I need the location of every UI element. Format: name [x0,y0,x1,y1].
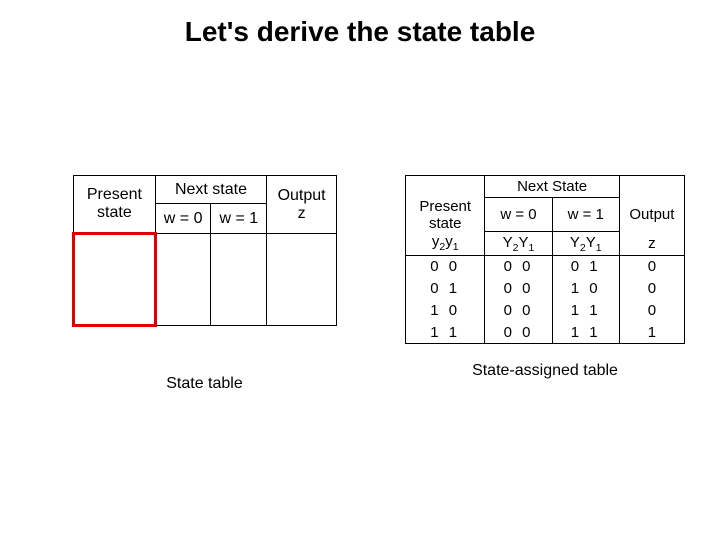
table-row: 0 1 0 0 1 0 0 [406,278,685,300]
cell-n0: 0 0 [485,256,552,278]
cell-ps: 1 0 [406,300,485,322]
cell-n1: 1 1 [552,300,619,322]
hdr-Y2Y1-b: Y2Y1 [552,232,619,256]
next-w1-cell [211,234,267,326]
data-rows: 0 0 0 0 0 1 0 0 1 0 0 1 0 0 1 0 0 0 1 1 … [406,256,685,344]
cell-n1: 1 0 [552,278,619,300]
cell-n1: 1 1 [552,322,619,344]
cell-ps: 0 1 [406,278,485,300]
hdr-z: z [619,232,684,256]
page-title: Let's derive the state table [0,16,720,48]
output-cell [267,234,337,326]
right-table-wrap: Next State Presentstate w = 0 w = 1 Outp… [405,175,685,393]
hdr-w0: w = 0 [485,198,552,232]
hdr-w0: w = 0 [155,204,211,234]
hdr-output-top [619,176,684,198]
hdr-next: Next state [155,176,266,204]
hdr-Y2Y1-a: Y2Y1 [485,232,552,256]
state-table: Presentstate Next state Outputz w = 0 w … [72,175,337,327]
hdr-present: Presentstate [74,176,156,234]
hdr-next: Next State [485,176,619,198]
cell-z: 0 [619,256,684,278]
hdr-output: Output [619,198,684,232]
cell-n0: 0 0 [485,322,552,344]
state-assigned-table: Next State Presentstate w = 0 w = 1 Outp… [405,175,685,344]
hdr-present-top [406,176,485,198]
next-w0-cell [155,234,211,326]
table-row: 0 0 0 0 0 1 0 [406,256,685,278]
present-state-highlight [74,234,156,326]
cell-z: 1 [619,322,684,344]
hdr-y2y1: y2y1 [406,232,485,256]
hdr-w1: w = 1 [552,198,619,232]
cell-n1: 0 1 [552,256,619,278]
table-row: 1 0 0 0 1 1 0 [406,300,685,322]
cell-ps: 1 1 [406,322,485,344]
cell-z: 0 [619,278,684,300]
right-caption: State-assigned table [405,362,685,380]
hdr-present-bot: Presentstate [406,198,485,232]
cell-ps: 0 0 [406,256,485,278]
left-caption: State table [72,375,337,393]
table-row: 1 1 0 0 1 1 1 [406,322,685,344]
cell-n0: 0 0 [485,300,552,322]
left-table-wrap: Presentstate Next state Outputz w = 0 w … [72,175,337,393]
cell-z: 0 [619,300,684,322]
hdr-output: Outputz [267,176,337,234]
cell-n0: 0 0 [485,278,552,300]
hdr-w1: w = 1 [211,204,267,234]
tables-container: Presentstate Next state Outputz w = 0 w … [0,175,720,393]
